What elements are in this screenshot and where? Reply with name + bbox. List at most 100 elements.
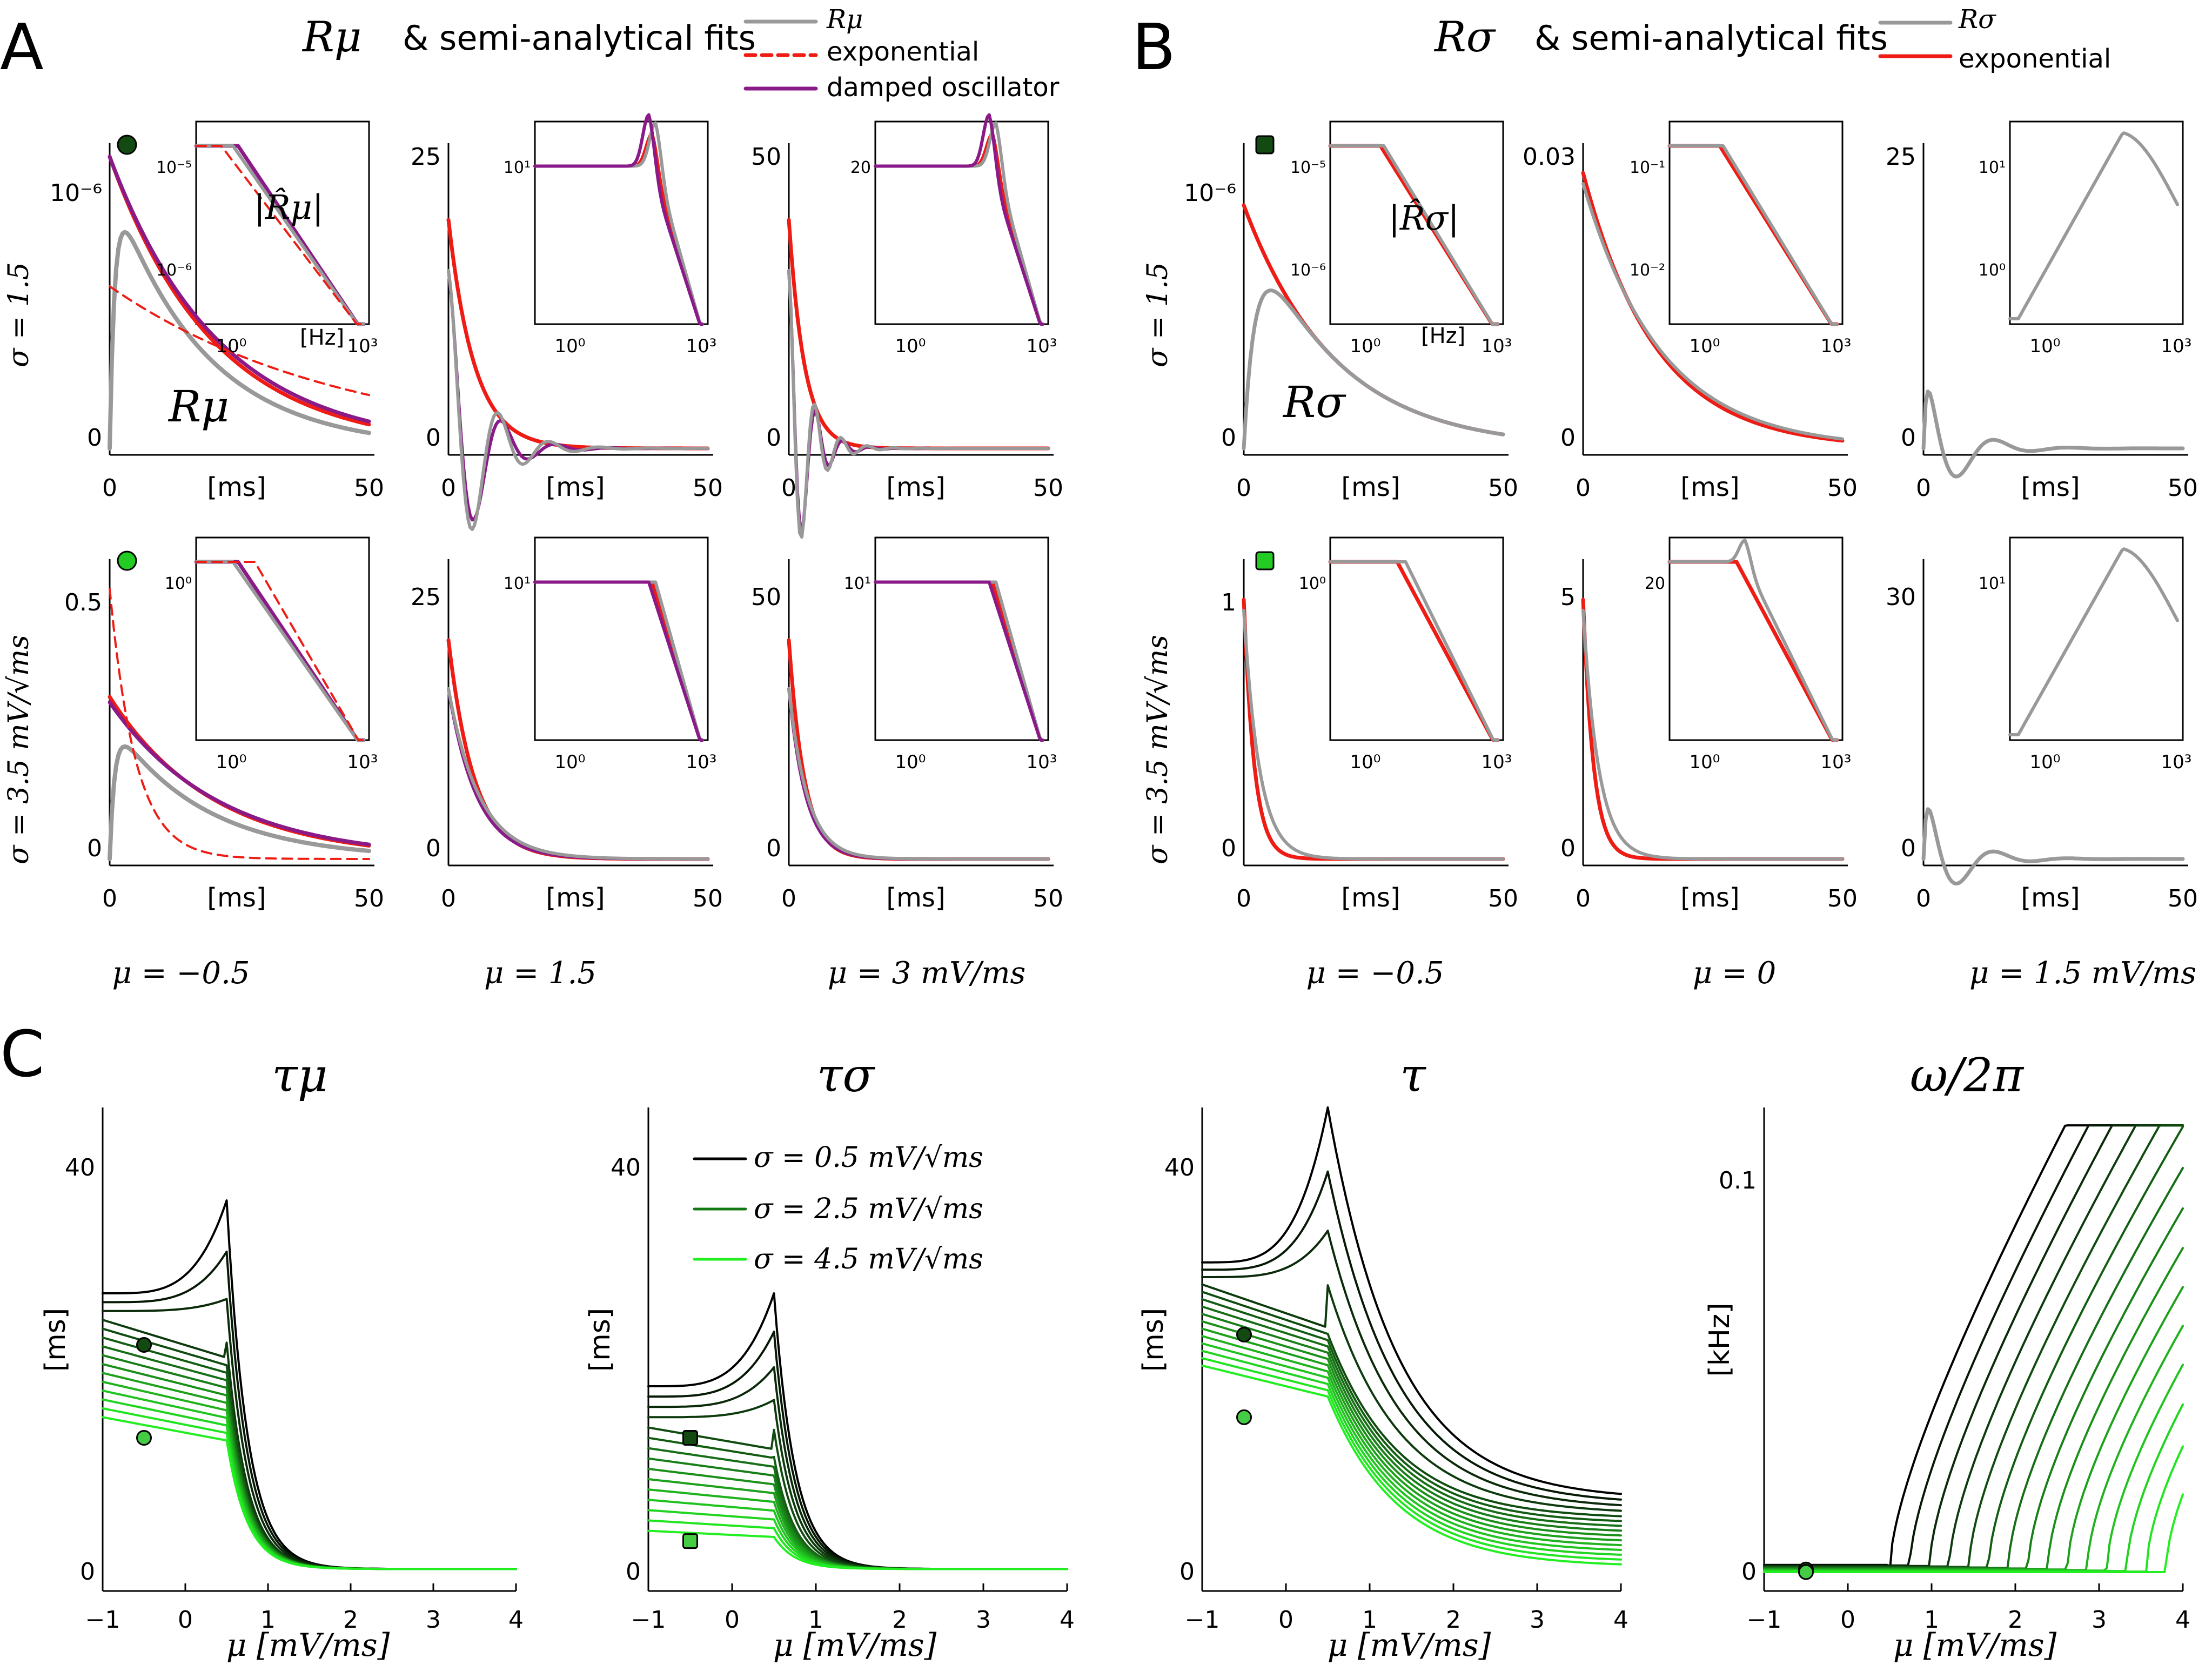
panel-a-col-label-3: μ = 3 mV/ms: [828, 956, 1026, 991]
a-r1c2-xunit: [ms]: [546, 472, 605, 502]
b-r2c3-inset-frame: [2009, 536, 2184, 741]
panel-c-tau-sigma-marker-1: [682, 1430, 698, 1446]
panel-c-tau-sigma-curve-3: [647, 1366, 1068, 1570]
panel-c-yunit-2: [ms]: [584, 1308, 616, 1372]
b-r2c1-rsigma: [1242, 609, 1505, 861]
a-r1c1-xtick-0: 0: [102, 474, 117, 502]
panel-c-omega-curve-7: [1763, 1167, 2184, 1569]
panel-b-marker-dark: [1255, 135, 1275, 155]
b-r1c3-inset-rsigma: [2008, 131, 2179, 320]
a-r1c1-ytick-top: 10⁻⁶: [50, 179, 102, 207]
a-r1c3-inset-xtick-2: 10³: [1027, 335, 1057, 357]
panel-c-omega-curve-13: [1763, 1403, 2184, 1573]
panel-c-tau-mu-xtick-3: 2: [343, 1606, 358, 1634]
panel-c-omega-xtick-5: 4: [2175, 1606, 2190, 1634]
panel-c-tau-sigma-xtick-5: 4: [1060, 1606, 1075, 1634]
b-r2c1-xunit: [ms]: [1341, 883, 1400, 913]
a-r2c1-inset-xtick-1: 10⁰: [216, 751, 247, 773]
panel-c-tau-mu-xtick-5: 4: [508, 1606, 524, 1634]
panel-b-col-label-1: μ = −0.5: [1306, 956, 1444, 991]
panel-c-tau-sigma-curve-11: [647, 1488, 1068, 1570]
panel-c-tau-mu-curve-13: [102, 1398, 517, 1570]
panel-b-row-label-1: σ = 1.5: [1142, 262, 1174, 367]
a-r2c1-rmu: [108, 744, 371, 861]
panel-c-tau-mu-curve-4: [102, 1319, 517, 1570]
b-r2c3-ytick-top: 30: [1886, 583, 1916, 611]
panel-b-curve-label: Rσ: [1282, 377, 1346, 427]
b-r1c3-xtick-0: 0: [1916, 474, 1931, 502]
panel-c-legend-3: σ = 4.5 mV/√ms: [754, 1243, 983, 1275]
b-r1c1-inset-rsigma: [1329, 144, 1499, 326]
b-r1c2-inset-xtick-2: 10³: [1821, 335, 1852, 357]
a-r2c3-xunit: [ms]: [886, 883, 945, 913]
b-r2c1-inset-rsigma: [1329, 560, 1499, 742]
a-r2c1-inset-exp: [195, 561, 365, 741]
panel-c-tau-curve-3: [1201, 1230, 1622, 1507]
b-r2c2-ytick-top: 5: [1560, 583, 1576, 611]
panel-c-tau-sigma-curve-1: [647, 1292, 1068, 1570]
b-r1c1-inset-ytick-2: 10⁻⁶: [1290, 261, 1326, 280]
panel-c-tau-curve-11: [1201, 1335, 1622, 1547]
b-r1c1-ytick-top: 10⁻⁶: [1184, 179, 1236, 207]
a-r1c3-inset-osc: [874, 113, 1044, 326]
panel-c-yunit-3: [ms]: [1137, 1308, 1170, 1372]
a-r2c3-inset-ytick-1: 10¹: [844, 574, 871, 593]
panel-c-omega-xtick-4: 3: [2092, 1606, 2107, 1634]
b-r2c3-inset-xtick-2: 10³: [2161, 751, 2192, 773]
b-r2c1-xtick-50: 50: [1488, 885, 1518, 912]
a-r1c2-inset-frame: [534, 120, 709, 325]
b-r1c1-rsigma: [1242, 288, 1505, 451]
panel-c-title-omega: ω/2π: [1910, 1049, 2025, 1103]
panel-b-title-text: & semi-analytical fits: [1534, 18, 1888, 58]
b-r2c1-inset-ytick-1: 10⁰: [1299, 574, 1326, 593]
b-r2c2-ytick-0: 0: [1560, 835, 1576, 862]
panel-c-legend-1: σ = 0.5 mV/√ms: [754, 1142, 983, 1174]
panel-c-tau-mu-curve-5: [102, 1327, 517, 1570]
a-r2c2-inset-xtick-2: 10³: [686, 751, 717, 773]
panel-c-tau-xtick-0: −1: [1185, 1606, 1220, 1634]
a-r2c2-xtick-0: 0: [441, 885, 456, 912]
a-r2c2-inset-ytick-1: 10¹: [504, 574, 531, 593]
a-r1c1-inset-frame: [195, 120, 370, 325]
panel-c-xlabel-2: μ [mV/ms]: [773, 1627, 937, 1663]
panel-a-legend-damped: damped oscillator: [827, 72, 1060, 103]
b-r1c2-rsigma: [1581, 182, 1844, 441]
panel-c-tau-ytick-0: 0: [1179, 1558, 1195, 1586]
a-r2c1-inset-frame: [195, 536, 370, 741]
panel-c-tau-curve-2: [1201, 1170, 1622, 1501]
panel-c-tau-curve-1: [1201, 1106, 1622, 1495]
panel-c-tau-sigma-curve-15: [647, 1529, 1068, 1570]
panel-c-tau-xtick-2: 1: [1362, 1606, 1377, 1634]
panel-c-tau-sigma-curve-14: [647, 1519, 1068, 1570]
panel-c-tau-mu-curve-1: [102, 1199, 517, 1570]
b-r1c2-inset-ytick-1: 10⁻¹: [1630, 158, 1665, 177]
a-r2c1-ytick-0: 0: [87, 835, 102, 862]
a-r1c3-rmu: [787, 269, 1050, 539]
a-r2c1-osc: [108, 700, 371, 847]
panel-c-tau-mu-curve-9: [102, 1363, 517, 1570]
text-layer: A B C Rμ & semi-analytical fits Rμ expon…: [0, 4, 2198, 1663]
panel-c-omega-curve-12: [1763, 1364, 2184, 1572]
a-r2c3-inset-frame: [874, 536, 1049, 741]
panel-c-yunit-1: [ms]: [39, 1308, 72, 1372]
b-r1c3-inset-ytick-2: 10⁰: [1979, 261, 2006, 280]
a-r1c3-xtick-50: 50: [1033, 474, 1063, 502]
panel-b-title-symbol: Rσ: [1433, 13, 1496, 62]
a-r2c2-rmu: [447, 687, 709, 861]
b-r1c3-xunit: [ms]: [2021, 472, 2080, 502]
a-r2c1-xtick-0: 0: [102, 885, 117, 912]
panel-c-tau-sigma-xtick-1: 0: [725, 1606, 740, 1634]
a-r1c1-inset-rmu: [195, 144, 365, 326]
a-r2c3-xtick-50: 50: [1033, 885, 1063, 912]
a-r1c3-inset-xtick-1: 10⁰: [895, 335, 926, 357]
a-r2c1-inset-ytick-1: 10⁰: [165, 574, 192, 593]
a-r2c3-inset-xtick-2: 10³: [1027, 751, 1057, 773]
panel-b-legend-r-sigma: Rσ: [1958, 4, 1996, 35]
panel-a-legend-r-mu: Rμ: [826, 4, 863, 35]
b-r1c1-xtick-0: 0: [1236, 474, 1251, 502]
panel-c-xlabel-1: μ [mV/ms]: [226, 1627, 390, 1663]
panel-c-tau-ytick-top: 40: [1164, 1154, 1195, 1181]
panel-letter-b: B: [1132, 10, 1176, 84]
panel-c-omega-curve-10: [1763, 1286, 2184, 1571]
